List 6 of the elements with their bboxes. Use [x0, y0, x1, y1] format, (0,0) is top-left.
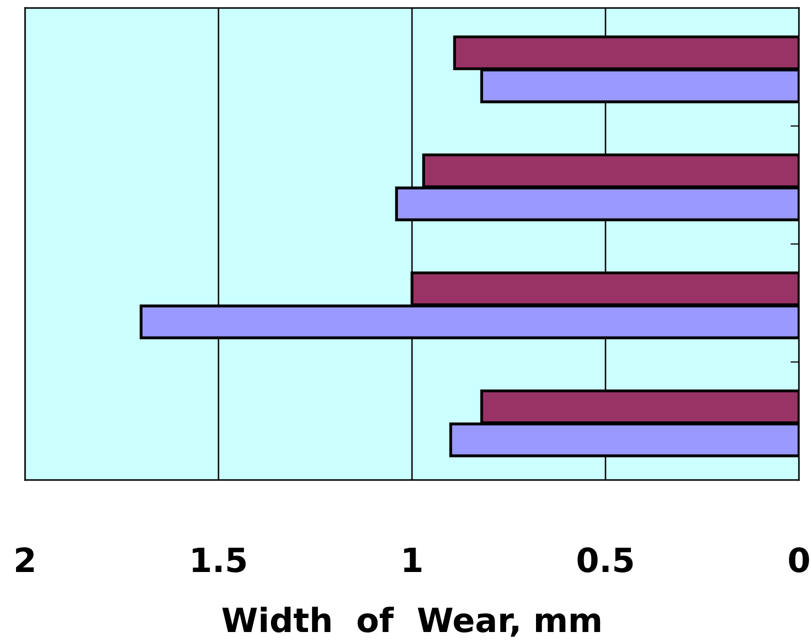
- x-axis-title: Width of Wear, mm: [222, 606, 600, 637]
- x-tick-label: 0.5: [578, 547, 633, 572]
- x-tick-label: 1: [404, 548, 422, 572]
- x-tick-label: 1.5: [192, 548, 246, 572]
- x-tick-label: 2: [16, 547, 34, 572]
- x-tick-label: 0: [788, 547, 810, 572]
